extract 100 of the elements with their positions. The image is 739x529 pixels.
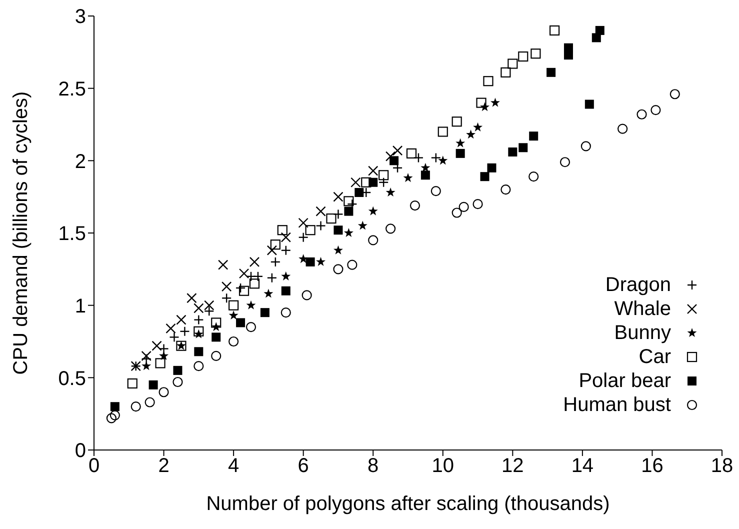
point xyxy=(549,25,560,36)
point xyxy=(264,288,274,298)
point xyxy=(173,366,182,375)
legend-label: Human bust xyxy=(563,394,671,416)
point xyxy=(347,260,358,270)
point xyxy=(246,300,256,310)
point xyxy=(333,245,343,254)
point xyxy=(368,235,378,246)
y-tick-label: 0 xyxy=(74,440,86,462)
point xyxy=(483,76,494,86)
legend-label: Bunny xyxy=(614,322,671,344)
x-tick-label: 2 xyxy=(158,455,170,478)
point xyxy=(106,413,116,424)
point xyxy=(458,202,469,212)
x-tick-label: 12 xyxy=(502,455,524,478)
point xyxy=(618,124,628,134)
x-tick-label: 18 xyxy=(710,455,734,478)
point xyxy=(518,143,528,152)
point xyxy=(518,51,528,62)
point xyxy=(487,163,496,172)
point xyxy=(595,26,604,35)
point xyxy=(148,380,158,390)
legend-label: Polar bear xyxy=(578,370,671,392)
point xyxy=(456,148,465,158)
point xyxy=(333,264,344,274)
x-tick-label: 16 xyxy=(641,455,664,478)
point xyxy=(302,290,312,300)
point xyxy=(530,48,541,59)
point xyxy=(280,308,291,318)
point xyxy=(564,43,573,52)
point xyxy=(472,199,483,210)
point xyxy=(406,148,417,158)
point xyxy=(238,286,250,296)
point xyxy=(228,300,239,310)
point xyxy=(172,376,183,388)
y-axis-title: CPU demand (billions of cycles) xyxy=(10,91,32,375)
point xyxy=(334,226,343,235)
point xyxy=(236,318,246,328)
y-tick-label: 2 xyxy=(74,150,86,173)
point xyxy=(584,100,594,109)
point xyxy=(403,173,413,182)
point xyxy=(368,178,378,187)
point xyxy=(476,98,486,108)
x-tick-label: 4 xyxy=(228,455,240,478)
point xyxy=(305,225,316,236)
y-tick-label: 1.5 xyxy=(58,223,86,246)
point xyxy=(438,126,448,137)
point xyxy=(316,256,326,266)
y-tick-label: 2.5 xyxy=(58,78,86,100)
point xyxy=(560,157,570,168)
point xyxy=(354,188,364,197)
y-tick-label: 1 xyxy=(74,295,86,318)
point xyxy=(500,67,511,78)
point xyxy=(466,130,476,139)
point xyxy=(281,271,291,280)
point xyxy=(420,170,430,180)
point xyxy=(386,224,396,234)
legend-label: Dragon xyxy=(605,274,671,296)
x-tick-label: 14 xyxy=(571,455,594,478)
point xyxy=(326,213,336,224)
point xyxy=(155,358,166,368)
point xyxy=(358,220,368,230)
point xyxy=(480,172,490,182)
x-tick-label: 8 xyxy=(368,455,379,478)
point xyxy=(361,177,372,188)
point xyxy=(142,361,152,370)
point xyxy=(110,410,120,420)
legend-label: Car xyxy=(638,346,671,368)
point xyxy=(508,58,518,69)
point xyxy=(249,278,260,289)
point xyxy=(500,184,511,195)
point xyxy=(344,196,354,206)
point xyxy=(298,254,308,264)
point xyxy=(452,116,462,127)
point xyxy=(277,225,288,236)
point xyxy=(281,286,290,296)
point xyxy=(127,378,138,389)
point xyxy=(438,156,448,165)
point xyxy=(260,308,270,318)
point xyxy=(194,326,204,336)
point xyxy=(110,402,120,412)
point xyxy=(410,200,420,211)
y-tick-label: 0.5 xyxy=(58,368,86,390)
point xyxy=(452,208,462,218)
point xyxy=(212,332,221,342)
y-tick-label: 3 xyxy=(74,6,86,28)
point xyxy=(228,336,239,347)
point xyxy=(473,122,483,132)
point xyxy=(456,138,466,148)
point xyxy=(378,170,389,180)
point xyxy=(636,109,647,120)
point xyxy=(228,310,238,320)
point xyxy=(246,322,256,332)
point xyxy=(386,187,396,197)
point xyxy=(194,347,204,356)
point xyxy=(490,98,500,107)
point xyxy=(211,350,222,362)
point xyxy=(344,228,354,238)
point xyxy=(158,387,169,398)
point xyxy=(368,206,378,216)
